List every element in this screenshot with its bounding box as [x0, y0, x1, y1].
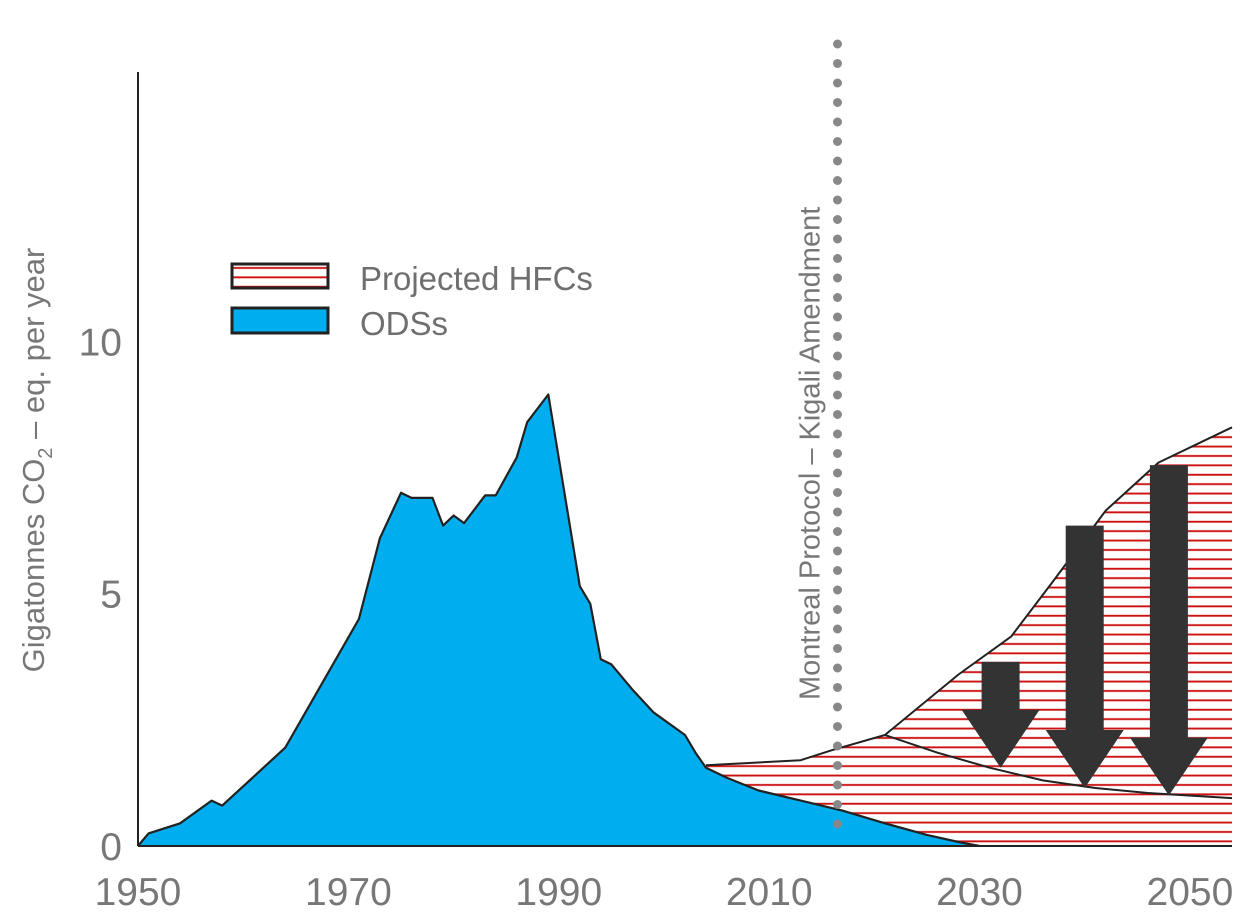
- x-tick-label: 1970: [305, 871, 392, 914]
- ods-outline: [137, 393, 980, 848]
- legend: Projected HFCs ODSs: [230, 260, 593, 342]
- legend-label-hfc: Projected HFCs: [360, 260, 593, 297]
- reduction-arrow-1: [961, 661, 1040, 768]
- reduction-arrow-3: [1129, 465, 1208, 796]
- y-tick-label: 10: [79, 322, 122, 365]
- reduction-arrow-2: [1045, 525, 1124, 788]
- legend-swatch-ods: [230, 306, 330, 335]
- chart-lines: [137, 393, 1233, 848]
- kigali-path-line: [884, 734, 1233, 800]
- reduction-arrows: [961, 465, 1208, 796]
- x-tick-label: 2050: [1147, 871, 1234, 914]
- kigali-annotation: Montreal Protocol – Kigali Amendment: [795, 39, 842, 831]
- x-tick-label: 1950: [95, 871, 182, 914]
- kigali-annotation-label: Montreal Protocol – Kigali Amendment: [795, 207, 827, 700]
- y-axis-label: Gigatonnes CO2 – eq. per year: [16, 248, 57, 673]
- x-tick-label: 2030: [936, 871, 1023, 914]
- chart-axes: [137, 72, 1232, 847]
- y-tick-label: 0: [100, 826, 122, 869]
- tick-labels: 1950 1970 1990 2010 2030 2050 0 5 10: [79, 322, 1234, 915]
- ods-area: [138, 394, 980, 846]
- hfc-outline: [705, 426, 1233, 767]
- x-tick-label: 2010: [726, 871, 813, 914]
- y-tick-label: 5: [100, 574, 122, 617]
- legend-label-ods: ODSs: [360, 305, 448, 342]
- legend-swatch-hfc: [230, 262, 330, 290]
- x-tick-label: 1990: [515, 871, 602, 914]
